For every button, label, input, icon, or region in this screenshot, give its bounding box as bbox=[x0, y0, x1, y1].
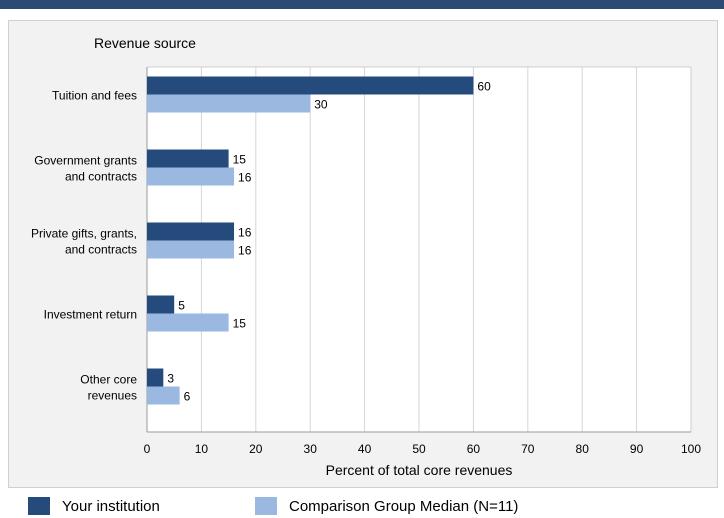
x-tick-label-90: 90 bbox=[630, 442, 644, 456]
data-label-2-1: 16 bbox=[238, 171, 252, 185]
x-tick-label-10: 10 bbox=[195, 442, 209, 456]
x-axis-title: Percent of total core revenues bbox=[326, 462, 513, 478]
top-accent-bar bbox=[0, 0, 724, 9]
category-label-2-line-0: Private gifts, grants, bbox=[31, 227, 137, 241]
data-label-1-4: 3 bbox=[167, 372, 174, 386]
category-label-1-line-0: Government grants bbox=[34, 154, 137, 168]
x-tick-label-80: 80 bbox=[576, 442, 590, 456]
x-tick-label-30: 30 bbox=[304, 442, 318, 456]
bar-2-3 bbox=[147, 313, 229, 332]
data-label-2-4: 6 bbox=[184, 390, 191, 404]
legend: Your institution Comparison Group Median… bbox=[0, 490, 724, 518]
legend-label-series-1: Your institution bbox=[62, 497, 160, 515]
legend-item-comparison-median: Comparison Group Median (N=11) bbox=[255, 496, 518, 516]
x-tick-label-20: 20 bbox=[249, 442, 263, 456]
category-label-1-line-1: and contracts bbox=[65, 170, 137, 184]
legend-item-your-institution: Your institution bbox=[28, 496, 160, 516]
bar-2-2 bbox=[147, 240, 235, 259]
bar-chart: 0 10 20 30 40 50 60 70 80 90 100 Percent of total c… bbox=[31, 35, 701, 478]
bar-2-0 bbox=[147, 94, 311, 113]
category-label-2-line-1: and contracts bbox=[65, 243, 137, 257]
data-label-2-3: 15 bbox=[233, 317, 247, 331]
legend-swatch-series-2 bbox=[255, 497, 277, 515]
category-label-4-line-0: Other core bbox=[80, 373, 137, 387]
bar-1-0 bbox=[147, 76, 474, 95]
x-tick-label-0: 0 bbox=[144, 442, 151, 456]
category-label-4-line-1: revenues bbox=[88, 389, 137, 403]
x-tick-label-70: 70 bbox=[521, 442, 535, 456]
bar-1-1 bbox=[147, 149, 229, 168]
category-axis-title: Revenue source bbox=[94, 35, 196, 51]
category-label-0-line-0: Tuition and fees bbox=[52, 89, 137, 103]
x-tick-label-60: 60 bbox=[467, 442, 481, 456]
category-label-3-line-0: Investment return bbox=[44, 308, 137, 322]
data-label-1-1: 15 bbox=[233, 153, 247, 167]
data-label-1-3: 5 bbox=[178, 299, 185, 313]
bar-2-4 bbox=[147, 386, 180, 405]
x-tick-label-50: 50 bbox=[412, 442, 426, 456]
data-label-1-0: 60 bbox=[477, 80, 491, 94]
legend-swatch-series-1 bbox=[28, 497, 50, 515]
legend-label-series-2: Comparison Group Median (N=11) bbox=[289, 497, 519, 515]
bar-1-2 bbox=[147, 222, 235, 241]
x-tick-label-100: 100 bbox=[681, 442, 701, 456]
data-label-2-0: 30 bbox=[314, 98, 328, 112]
bar-2-1 bbox=[147, 167, 235, 186]
data-label-2-2: 16 bbox=[238, 244, 252, 258]
x-tick-label-40: 40 bbox=[358, 442, 372, 456]
data-label-1-2: 16 bbox=[238, 226, 252, 240]
bar-1-3 bbox=[147, 295, 175, 314]
bar-1-4 bbox=[147, 368, 164, 387]
